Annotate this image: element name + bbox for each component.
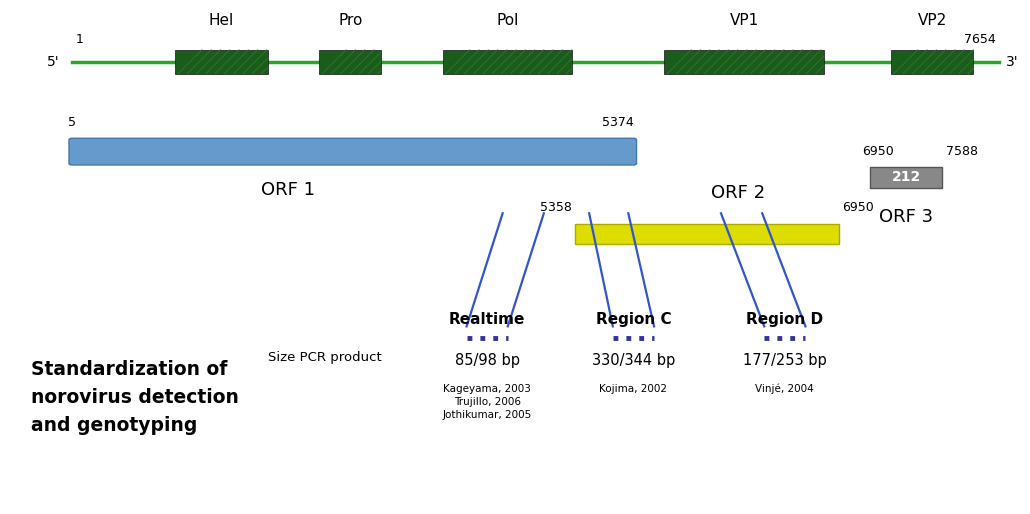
Text: 6950: 6950 — [862, 145, 894, 158]
Text: 1: 1 — [75, 33, 83, 46]
Text: 6950: 6950 — [843, 201, 874, 214]
Text: ORF 1: ORF 1 — [262, 181, 315, 199]
Text: 5': 5' — [47, 54, 60, 69]
Bar — [870, 167, 942, 188]
FancyBboxPatch shape — [69, 138, 637, 165]
Text: Kageyama, 2003
Trujillo, 2006
Jothikumar, 2005: Kageyama, 2003 Trujillo, 2006 Jothikumar… — [443, 384, 531, 420]
Text: Hel: Hel — [209, 13, 234, 28]
Text: 3': 3' — [1006, 54, 1019, 69]
Bar — [891, 50, 973, 74]
Text: 7588: 7588 — [946, 145, 977, 158]
Text: 330/344 bp: 330/344 bp — [592, 353, 675, 368]
Bar — [664, 50, 824, 74]
Text: Region D: Region D — [747, 313, 823, 327]
Bar — [575, 224, 839, 244]
Text: Realtime: Realtime — [449, 313, 525, 327]
Text: 5358: 5358 — [540, 201, 572, 214]
Text: Region C: Region C — [595, 313, 672, 327]
Bar — [443, 50, 572, 74]
Text: Vinjé, 2004: Vinjé, 2004 — [755, 384, 815, 394]
Bar — [319, 50, 381, 74]
Text: Pro: Pro — [338, 13, 363, 28]
Text: Pol: Pol — [496, 13, 518, 28]
Text: Size PCR product: Size PCR product — [268, 351, 381, 364]
Text: ORF 3: ORF 3 — [880, 208, 933, 226]
Text: VP1: VP1 — [729, 13, 759, 28]
Text: Standardization of
norovirus detection
and genotyping: Standardization of norovirus detection a… — [31, 360, 239, 435]
Text: Kojima, 2002: Kojima, 2002 — [599, 384, 667, 394]
Text: ORF 2: ORF 2 — [711, 184, 765, 202]
Text: 85/98 bp: 85/98 bp — [454, 353, 520, 368]
Text: 7654: 7654 — [964, 33, 996, 46]
Text: 212: 212 — [892, 170, 921, 185]
Text: 5374: 5374 — [602, 116, 633, 128]
Text: 177/253 bp: 177/253 bp — [743, 353, 827, 368]
Text: 5: 5 — [68, 116, 76, 128]
Text: VP2: VP2 — [918, 13, 947, 28]
Bar — [175, 50, 268, 74]
